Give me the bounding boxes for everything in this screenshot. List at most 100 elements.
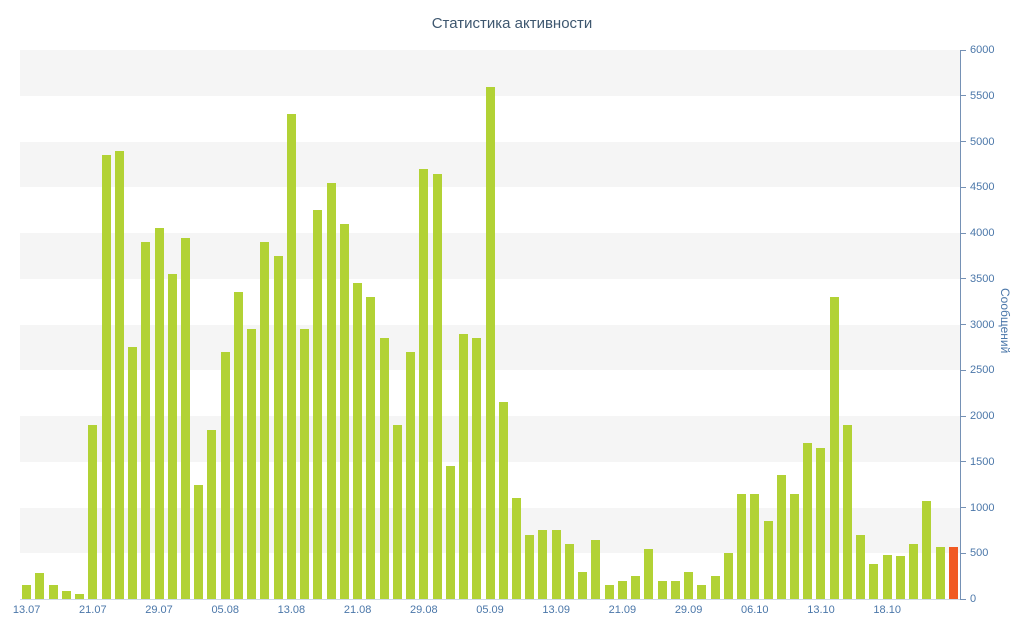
bar[interactable] bbox=[591, 539, 601, 599]
bar[interactable] bbox=[564, 544, 574, 599]
bar[interactable] bbox=[525, 534, 535, 599]
x-tick-label: 13.10 bbox=[807, 604, 835, 616]
bar[interactable] bbox=[419, 168, 429, 599]
y-tick bbox=[961, 324, 966, 325]
bar[interactable] bbox=[273, 255, 283, 599]
y-tick bbox=[961, 598, 966, 600]
bar[interactable] bbox=[578, 571, 588, 599]
bar[interactable] bbox=[247, 329, 257, 599]
bar[interactable] bbox=[710, 576, 720, 599]
bar[interactable] bbox=[167, 274, 177, 599]
bar[interactable] bbox=[406, 351, 416, 599]
bar[interactable] bbox=[207, 429, 217, 599]
bar[interactable] bbox=[339, 223, 349, 599]
y-tick bbox=[961, 278, 966, 280]
bar[interactable] bbox=[842, 425, 852, 599]
bar[interactable] bbox=[485, 86, 495, 599]
x-tick-label: 21.09 bbox=[608, 604, 637, 616]
bar[interactable] bbox=[684, 571, 694, 599]
y-tick-label: 5000 bbox=[970, 135, 995, 148]
bar[interactable] bbox=[128, 347, 138, 599]
y-tick-label: 500 bbox=[970, 547, 989, 560]
y-tick bbox=[961, 49, 966, 51]
bar[interactable] bbox=[723, 553, 733, 599]
bar[interactable] bbox=[538, 530, 548, 599]
y-tick bbox=[961, 507, 966, 508]
bar[interactable] bbox=[895, 556, 905, 599]
y-tick bbox=[961, 232, 966, 234]
bar[interactable] bbox=[670, 580, 680, 599]
bar[interactable] bbox=[48, 585, 58, 599]
bar[interactable] bbox=[101, 155, 111, 599]
bar[interactable] bbox=[260, 242, 270, 599]
bar[interactable] bbox=[313, 210, 323, 599]
bar[interactable] bbox=[379, 338, 389, 599]
plot-area bbox=[20, 50, 960, 600]
x-tick-label: 13.08 bbox=[277, 604, 306, 616]
bar[interactable] bbox=[141, 242, 151, 599]
bar[interactable] bbox=[366, 297, 376, 599]
bar[interactable] bbox=[790, 493, 799, 599]
y-tick bbox=[961, 369, 966, 371]
bar[interactable] bbox=[459, 333, 469, 599]
bar[interactable] bbox=[300, 329, 310, 599]
bar[interactable] bbox=[631, 576, 641, 599]
bar[interactable] bbox=[286, 114, 296, 599]
bar[interactable] bbox=[114, 150, 124, 599]
bar[interactable] bbox=[88, 425, 98, 599]
bar[interactable] bbox=[75, 594, 85, 599]
bar[interactable] bbox=[816, 448, 826, 599]
x-tick-label: 29.09 bbox=[674, 604, 703, 616]
bar[interactable] bbox=[922, 501, 932, 599]
bar[interactable] bbox=[737, 493, 747, 599]
y-tick bbox=[961, 461, 966, 463]
y-tick-label: 3000 bbox=[970, 318, 995, 331]
bar[interactable] bbox=[803, 443, 813, 599]
x-tick-label: 29.08 bbox=[410, 604, 438, 616]
y-tick-label: 1500 bbox=[970, 455, 995, 468]
bar[interactable] bbox=[220, 351, 230, 599]
y-tick bbox=[961, 552, 966, 554]
bar[interactable] bbox=[511, 498, 521, 599]
bar[interactable] bbox=[551, 530, 561, 599]
bar[interactable] bbox=[392, 425, 402, 599]
bar[interactable] bbox=[763, 521, 773, 599]
bar[interactable] bbox=[657, 580, 667, 599]
bar[interactable] bbox=[697, 585, 707, 599]
bar[interactable] bbox=[644, 548, 654, 599]
bar[interactable] bbox=[61, 590, 71, 599]
bar-current[interactable] bbox=[948, 546, 958, 599]
bar[interactable] bbox=[194, 484, 204, 599]
y-axis-title: Сообщений bbox=[998, 288, 1012, 354]
bar[interactable] bbox=[829, 297, 839, 599]
bar[interactable] bbox=[617, 580, 627, 599]
bar[interactable] bbox=[498, 402, 508, 599]
bar[interactable] bbox=[233, 292, 243, 599]
y-axis-line bbox=[960, 50, 961, 600]
bar[interactable] bbox=[445, 466, 455, 599]
bar[interactable] bbox=[35, 573, 45, 599]
x-tick-label: 05.08 bbox=[211, 604, 239, 616]
y-tick-label: 2500 bbox=[970, 364, 995, 377]
x-tick-label: 06.10 bbox=[741, 604, 769, 616]
bar[interactable] bbox=[935, 546, 945, 599]
bar[interactable] bbox=[353, 283, 363, 599]
bar[interactable] bbox=[472, 338, 482, 599]
bar[interactable] bbox=[604, 585, 614, 599]
bar[interactable] bbox=[856, 534, 866, 599]
y-tick-label: 2000 bbox=[970, 410, 995, 422]
bar[interactable] bbox=[750, 493, 760, 599]
x-tick-label: 21.07 bbox=[79, 604, 107, 616]
bar[interactable] bbox=[154, 228, 164, 599]
bar[interactable] bbox=[909, 544, 919, 599]
bar[interactable] bbox=[776, 475, 786, 599]
bar[interactable] bbox=[432, 173, 442, 599]
y-tick-label: 6000 bbox=[970, 44, 995, 56]
bar[interactable] bbox=[22, 585, 32, 599]
bar[interactable] bbox=[326, 182, 336, 599]
y-tick-label: 4000 bbox=[970, 227, 995, 239]
bar[interactable] bbox=[869, 564, 879, 599]
bar[interactable] bbox=[882, 555, 892, 599]
bar[interactable] bbox=[180, 237, 190, 599]
